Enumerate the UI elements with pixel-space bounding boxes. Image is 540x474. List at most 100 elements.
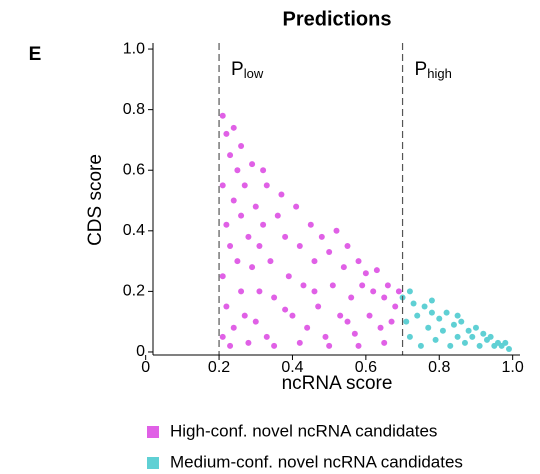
- scatter-point: [417, 342, 424, 349]
- scatter-point: [267, 258, 274, 265]
- scatter-point: [447, 342, 454, 349]
- scatter-point: [340, 264, 347, 271]
- scatter-point: [304, 324, 311, 331]
- scatter-point: [238, 212, 245, 219]
- scatter-point: [326, 249, 333, 256]
- scatter-point: [271, 342, 278, 349]
- y-tick-label: 0.2: [123, 283, 145, 300]
- scatter-point: [249, 161, 256, 168]
- legend-swatch: [147, 426, 159, 438]
- scatter-point: [436, 315, 443, 322]
- scatter-point: [373, 267, 380, 274]
- x-tick-label: 0.6: [355, 359, 377, 376]
- scatter-point: [487, 333, 494, 340]
- scatter-point: [274, 212, 281, 219]
- scatter-point: [300, 282, 307, 289]
- scatter-point: [278, 191, 285, 198]
- x-tick-label: 0.8: [428, 359, 450, 376]
- scatter-point: [443, 309, 450, 316]
- scatter-point: [223, 221, 230, 228]
- scatter-point: [465, 327, 472, 334]
- scatter-point: [370, 288, 377, 295]
- scatter-point: [454, 312, 461, 319]
- scatter-point: [271, 294, 278, 301]
- y-tick-label: 0.4: [123, 222, 145, 239]
- x-tick-label: 1.0: [502, 359, 524, 376]
- scatter-point: [439, 327, 446, 334]
- scatter-point: [480, 330, 487, 337]
- scatter-point: [219, 112, 226, 119]
- legend-label: Medium-conf. novel ncRNA candidates: [170, 452, 463, 471]
- scatter-point: [315, 303, 322, 310]
- scatter-point: [410, 300, 417, 307]
- x-tick-label: 0.2: [208, 359, 230, 376]
- scatter-point: [282, 306, 289, 313]
- scatter-point: [337, 312, 344, 319]
- scatter-point: [311, 288, 318, 295]
- scatter-point: [311, 258, 318, 265]
- scatter-point: [362, 270, 369, 277]
- scatter-point: [223, 130, 230, 137]
- scatter-point: [241, 182, 248, 189]
- threshold-label: Phigh: [415, 59, 452, 81]
- chart-title: Predictions: [283, 8, 392, 30]
- scatter-point: [285, 273, 292, 280]
- scatter-point: [227, 242, 234, 249]
- legend-swatch: [147, 457, 159, 469]
- scatter-point: [384, 282, 391, 289]
- scatter-point: [219, 273, 226, 280]
- scatter-point: [252, 318, 259, 325]
- scatter-point: [260, 221, 267, 228]
- scatter-point: [245, 233, 252, 240]
- scatter-point: [326, 342, 333, 349]
- scatter-point: [238, 288, 245, 295]
- scatter-point: [344, 318, 351, 325]
- scatter-point: [461, 339, 468, 346]
- scatter-point: [230, 324, 237, 331]
- scatter-point: [296, 339, 303, 346]
- scatter-point: [263, 333, 270, 340]
- scatter-point: [318, 233, 325, 240]
- threshold-label: Plow: [231, 59, 264, 81]
- scatter-point: [307, 221, 314, 228]
- scatter-point: [414, 312, 421, 319]
- scatter-point: [428, 297, 435, 304]
- scatter-point: [219, 333, 226, 340]
- x-axis-label: ncRNA score: [282, 373, 393, 394]
- scatter-point: [351, 330, 358, 337]
- scatter-point: [230, 197, 237, 204]
- scatter-point: [252, 203, 259, 210]
- scatter-point: [256, 288, 263, 295]
- y-tick-label: 0.6: [123, 161, 145, 178]
- legend-label: High-conf. novel ncRNA candidates: [170, 421, 437, 440]
- scatter-point: [454, 333, 461, 340]
- scatter-point: [263, 182, 270, 189]
- scatter-point: [450, 321, 457, 328]
- threshold-name: P: [231, 59, 244, 80]
- y-axis-label: CDS score: [85, 154, 106, 246]
- scatter-point: [223, 303, 230, 310]
- scatter-point: [403, 318, 410, 325]
- scatter-point: [249, 264, 256, 271]
- scatter-point: [245, 339, 252, 346]
- scatter-point: [388, 318, 395, 325]
- scatter-point: [234, 258, 241, 265]
- y-tick-label: 1.0: [123, 40, 145, 57]
- scatter-point: [421, 303, 428, 310]
- threshold-subscript: high: [427, 66, 452, 81]
- y-tick-label: 0: [136, 343, 145, 360]
- threshold-subscript: low: [244, 66, 264, 81]
- scatter-point: [282, 233, 289, 240]
- scatter-point: [296, 242, 303, 249]
- scatter-point: [359, 282, 366, 289]
- scatter-point: [260, 167, 267, 174]
- scatter-point: [469, 333, 476, 340]
- panel-label: E: [29, 44, 42, 65]
- scatter-point: [472, 324, 479, 331]
- scatter-point: [234, 167, 241, 174]
- scatter-point: [406, 333, 413, 340]
- scatter-point: [476, 342, 483, 349]
- scatter-point: [289, 312, 296, 319]
- scatter-point: [502, 339, 509, 346]
- scatter-point: [241, 312, 248, 319]
